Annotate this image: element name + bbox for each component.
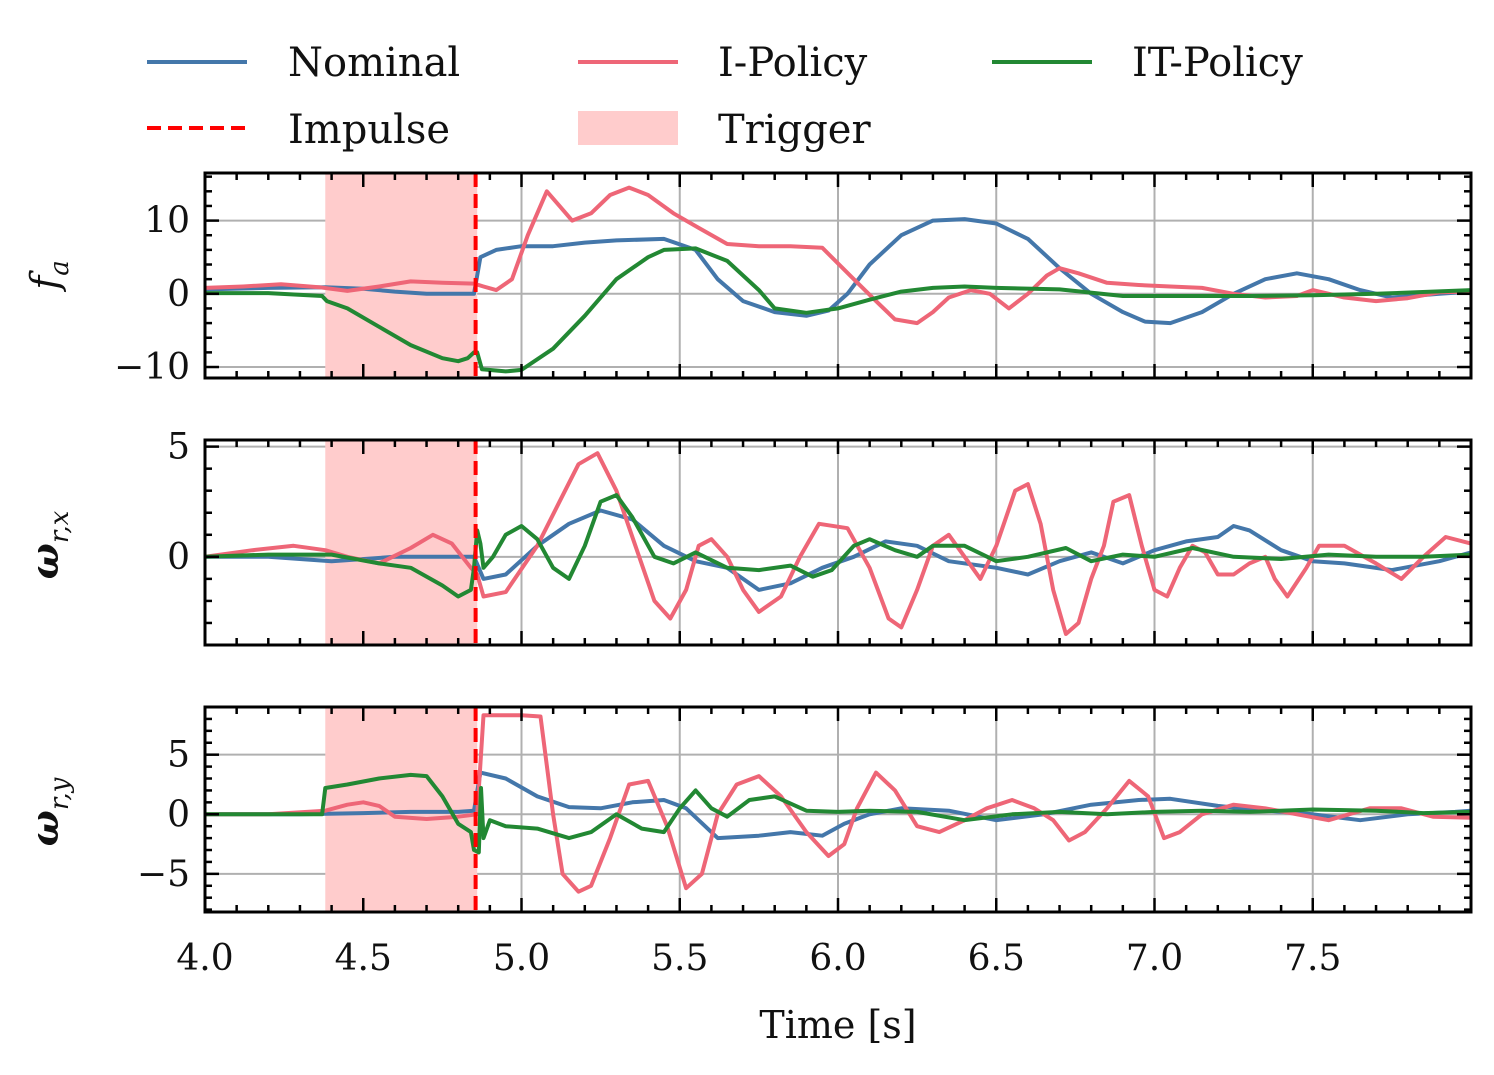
ytick-label: −5 (137, 854, 190, 895)
ytick-label: 5 (167, 735, 190, 776)
panel-omega-ry-frame (203, 705, 1473, 914)
x-tick-labels: 4.0 4.5 5.0 5.5 6.0 6.5 7.0 7.5 (176, 938, 1341, 979)
panel-fa-trigger-span (325, 173, 478, 378)
panel-fa-frame (203, 171, 1473, 380)
xtick-label: 4.5 (335, 938, 392, 979)
ytick-label: 0 (167, 794, 190, 835)
legend-entry-impulse: Impulse (147, 107, 450, 153)
panel-omega-ry-trigger-span (325, 707, 478, 912)
panel-omega-rx: 05 ωr,x (22, 427, 1473, 647)
series-line-i-policy-fa (205, 185, 1471, 326)
ytick-label: 5 (167, 427, 190, 468)
panel-fa-ylabel: fa (23, 260, 75, 293)
series-line-it-policy-fa (205, 246, 1471, 374)
ytick-label: 0 (167, 537, 190, 578)
xtick-label: 6.0 (809, 938, 866, 979)
xtick-label: 7.5 (1284, 938, 1341, 979)
legend-swatch-trigger (578, 111, 678, 145)
panel-omega-rx-frame (203, 438, 1473, 647)
series-line-i-policy-omega-ry (205, 713, 1471, 894)
xtick-label: 5.5 (651, 938, 708, 979)
panel-omega-rx-ylabel: ωr,x (22, 510, 75, 579)
legend-entry-it-policy: IT-Policy (992, 40, 1303, 86)
panel-fa: −10 0 10 fa (23, 171, 1473, 388)
series-line-i-policy-omega-rx (205, 451, 1471, 636)
x-axis-title: Time [s] (759, 1003, 916, 1047)
ytick-label: 0 (167, 274, 190, 315)
series-line-it-policy-omega-ry (205, 772, 1471, 855)
panel-omega-ry-ylabel: ωr,y (22, 777, 75, 846)
legend-label-impulse: Impulse (288, 107, 450, 153)
legend-label-nominal: Nominal (288, 40, 460, 86)
xtick-label: 4.0 (176, 938, 233, 979)
legend-entry-nominal: Nominal (147, 40, 460, 86)
legend-label-it-policy: IT-Policy (1132, 40, 1303, 86)
legend: Nominal I-Policy IT-Policy Impulse Trigg… (147, 40, 1303, 153)
panel-omega-rx-trigger-span (325, 440, 478, 645)
legend-label-trigger: Trigger (718, 107, 871, 153)
panel-omega-ry-ytick-labels: −5 0 5 (137, 735, 190, 895)
legend-entry-trigger: Trigger (578, 107, 871, 153)
ytick-label: 10 (144, 201, 190, 242)
panel-fa-ytick-labels: −10 0 10 (114, 201, 190, 388)
xtick-label: 6.5 (968, 938, 1025, 979)
panel-omega-ry-series (205, 713, 1471, 894)
panel-fa-series (205, 185, 1471, 374)
legend-label-i-policy: I-Policy (718, 40, 868, 86)
panel-omega-ry-ticks (203, 705, 1473, 912)
panel-omega-rx-ytick-labels: 05 (167, 427, 190, 578)
legend-entry-i-policy: I-Policy (578, 40, 868, 86)
series-line-nominal-fa (205, 217, 1471, 326)
ytick-label: −10 (114, 347, 190, 388)
panel-omega-ry: −5 0 5 ωr,y (22, 705, 1473, 914)
series-line-nominal-omega-rx (205, 508, 1471, 592)
xtick-label: 7.0 (1126, 938, 1183, 979)
xtick-label: 5.0 (493, 938, 550, 979)
